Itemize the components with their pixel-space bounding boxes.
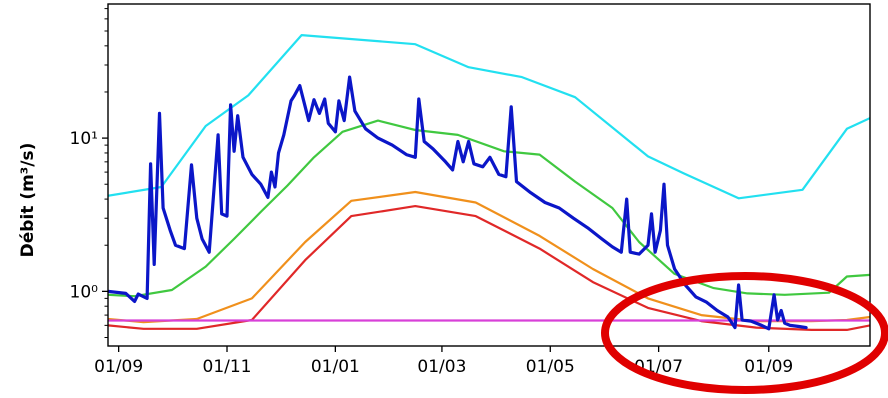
x-tick-label-3: 01/03	[417, 357, 466, 377]
series-line-0	[108, 33, 870, 200]
series-line-3	[108, 205, 870, 331]
y-axis-label: Débit (m³/s)	[18, 143, 38, 258]
series-layer	[108, 33, 870, 331]
x-axis: 01/09 01/11 01/01 01/03 01/05 01/07 01/09	[94, 346, 793, 377]
highlight-ellipse	[601, 272, 888, 394]
plot-background	[108, 4, 870, 346]
y-axis: 10⁰ 10¹	[70, 8, 108, 338]
x-tick-label-2: 01/01	[311, 357, 360, 377]
series-line-5	[108, 75, 808, 331]
x-tick-label-6: 01/09	[744, 357, 793, 377]
x-tick-label-0: 01/09	[94, 357, 143, 377]
x-tick-label-4: 01/05	[526, 357, 575, 377]
x-tick-label-1: 01/11	[203, 357, 252, 377]
plot-frame	[107, 3, 871, 347]
y-tick-label-1: 10¹	[70, 129, 98, 149]
y-tick-label-0: 10⁰	[70, 282, 99, 302]
series-line-1	[108, 119, 870, 298]
